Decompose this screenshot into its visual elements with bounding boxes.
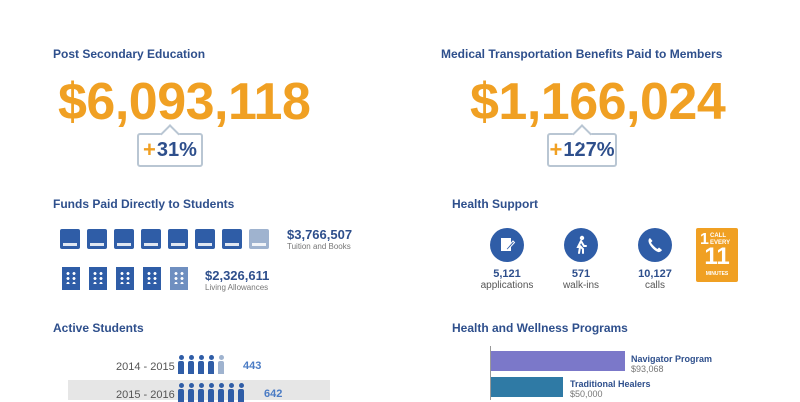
person-icon [188, 383, 194, 402]
book-icon [168, 229, 188, 249]
active-title: Active Students [53, 321, 144, 335]
badge-unit: MINUTES [705, 271, 729, 277]
living-amount: $2,326,611 [205, 268, 270, 283]
program-value: $93,068 [631, 364, 664, 374]
badge-big-digit: 1 [700, 231, 709, 248]
building-icon [170, 267, 188, 290]
person-icon [218, 355, 224, 374]
program-bar [491, 351, 625, 371]
health-title: Health Support [452, 197, 538, 211]
living-label: Living Allowances [205, 283, 269, 292]
book-icon [60, 229, 80, 249]
active-count: 443 [243, 360, 262, 372]
walk-ins-label: walk-ins [562, 280, 600, 291]
plus-sign: + [549, 137, 563, 162]
applications-label: applications [480, 280, 534, 291]
building-icon [62, 267, 80, 290]
medical-title: Medical Transportation Benefits Paid to … [441, 47, 723, 61]
book-icon [222, 229, 242, 249]
medical-amount: $1,166,024 [470, 73, 726, 131]
building-icon [143, 267, 161, 290]
person-icon [178, 355, 184, 374]
document-edit-icon [490, 228, 524, 262]
bar-axis [490, 346, 491, 400]
year-label: 2015 - 2016 [116, 389, 175, 401]
person-icon [208, 355, 214, 374]
person-icon [228, 383, 234, 402]
person-icon [238, 383, 244, 402]
building-icon [89, 267, 107, 290]
program-bar [491, 377, 563, 397]
active-count: 642 [264, 388, 283, 400]
person-icon [178, 383, 184, 402]
book-icon [195, 229, 215, 249]
book-icon [87, 229, 107, 249]
badge-line2: EVERY [710, 240, 731, 246]
person-icon [218, 383, 224, 402]
person-icon [198, 355, 204, 374]
book-icon [249, 229, 269, 249]
person-icon [208, 383, 214, 402]
program-value: $50,000 [570, 389, 603, 399]
call-frequency-badge: 1 CALL EVERY 11 MINUTES [696, 228, 738, 282]
badge-number: 11 [704, 243, 730, 270]
tuition-label: Tuition and Books [287, 242, 351, 251]
calls-value: 10,127 [638, 268, 672, 280]
year-label: 2014 - 2015 [116, 361, 175, 373]
person-icon [198, 383, 204, 402]
wellness-title: Health and Wellness Programs [452, 321, 628, 335]
post-secondary-change-badge: + 31% [137, 124, 203, 167]
program-name: Navigator Program [631, 354, 713, 364]
phone-icon [638, 228, 672, 262]
building-icon [116, 267, 134, 290]
plus-sign: + [143, 137, 156, 162]
program-name: Traditional Healers [570, 379, 651, 389]
change-percent: 127% [563, 138, 615, 161]
book-icon [114, 229, 134, 249]
applications-value: 5,121 [493, 268, 521, 280]
funds-title: Funds Paid Directly to Students [53, 197, 235, 211]
post-secondary-title: Post Secondary Education [53, 47, 206, 61]
walking-person-icon [564, 228, 598, 262]
person-icon [188, 355, 194, 374]
medical-change-badge: + 127% [547, 124, 617, 167]
badge-line1: CALL [710, 233, 726, 239]
change-percent: 31% [156, 138, 197, 161]
book-icon [141, 229, 161, 249]
calls-label: calls [644, 280, 665, 291]
tuition-amount: $3,766,507 [287, 227, 353, 242]
walk-ins-value: 571 [571, 268, 591, 280]
post-secondary-amount: $6,093,118 [58, 73, 311, 131]
